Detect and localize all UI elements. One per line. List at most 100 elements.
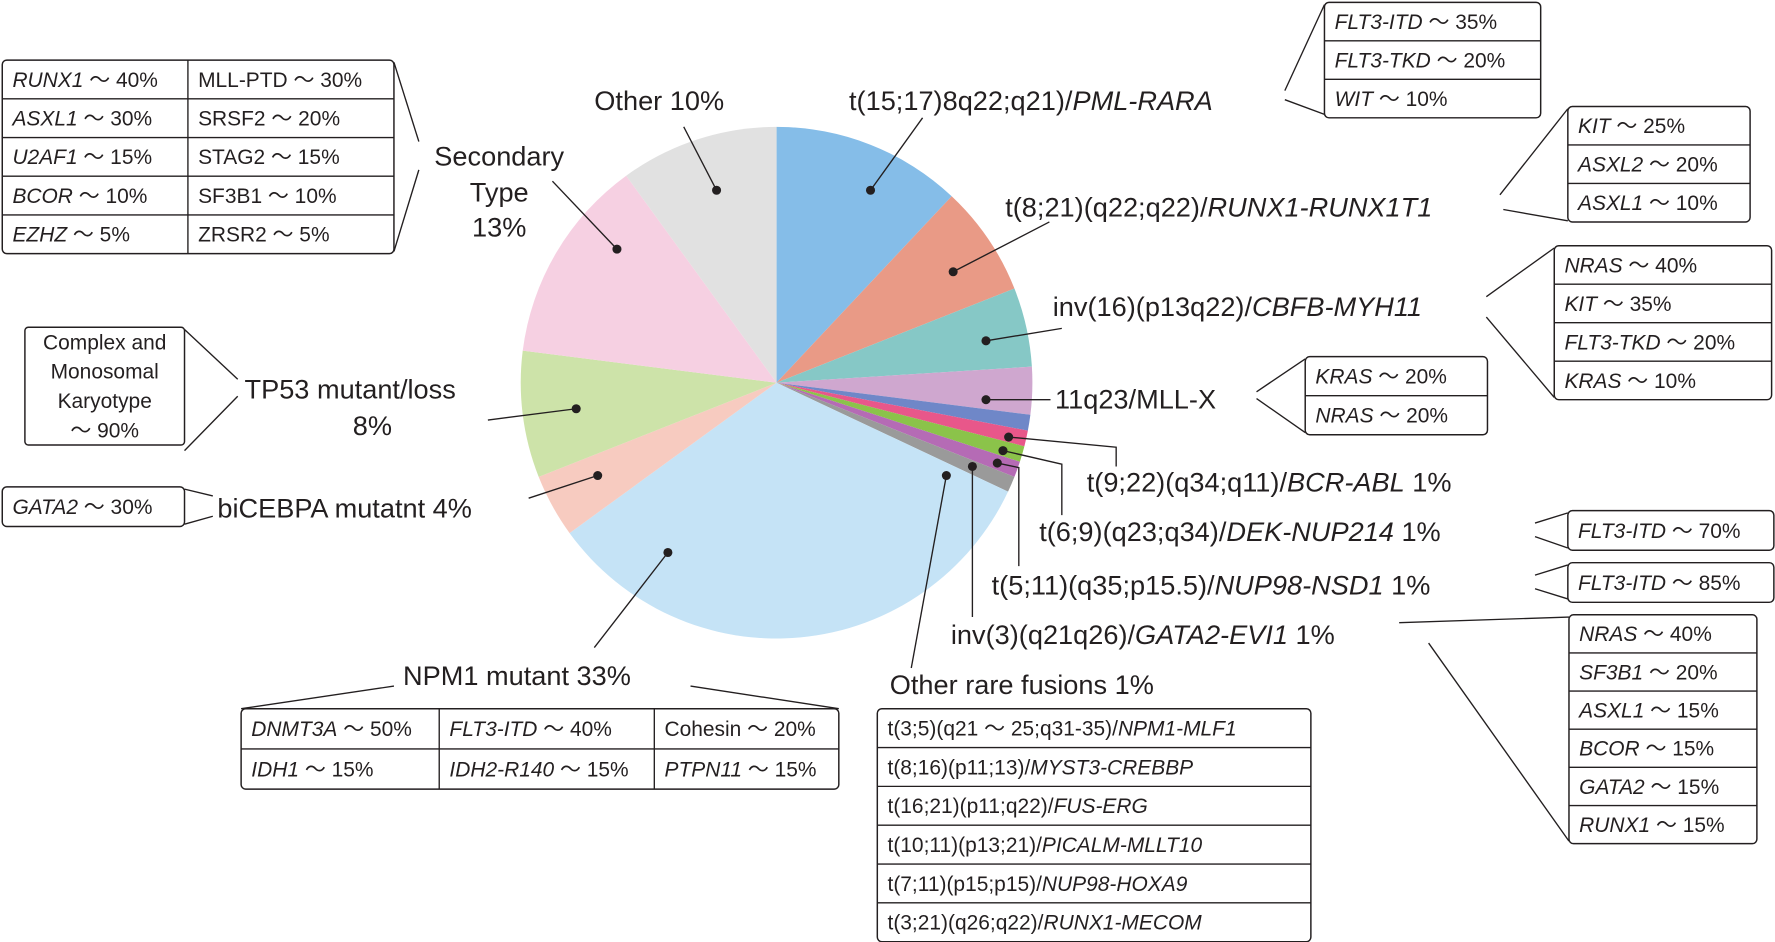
cell-gene: STAG2 <box>198 146 265 169</box>
cell-gene: Complex and <box>43 331 166 354</box>
table-cell: GATA2 〜 30% <box>12 496 152 519</box>
label-gene: GATA2-EVI1 <box>1135 619 1288 650</box>
bracket-line <box>1256 397 1306 434</box>
cell-gene: KRAS <box>1315 366 1372 389</box>
cell-gene: ASXL1 <box>1576 192 1643 215</box>
bracket-line <box>1284 4 1326 91</box>
cell-value: 〜 5% <box>267 224 330 247</box>
table-border <box>1 486 186 528</box>
pie-slice <box>776 382 1031 431</box>
table-cell: FLT3-ITD 〜 35% <box>1335 11 1497 34</box>
cell-value: 〜 50% <box>337 718 411 741</box>
table-cell: GATA2 〜 15% <box>1579 776 1719 799</box>
slice-label: t(15;17)8q22;q21)/PML-RARA <box>849 85 1213 116</box>
cell-gene: IDH1 <box>251 758 299 781</box>
cell-value: 〜 15% <box>1650 814 1724 837</box>
leader-dot <box>981 395 991 405</box>
table-cell: BCOR 〜 10% <box>12 185 147 208</box>
table-cell: Karyotype <box>58 390 152 413</box>
label-text: 8% <box>353 410 392 441</box>
leader-dot <box>992 458 1002 468</box>
cell-gene: WIT <box>1335 88 1376 111</box>
cell-value: 〜 15% <box>742 758 816 781</box>
cell-value: 〜 15% <box>1640 738 1714 761</box>
table-cell: ASXL2 〜 20% <box>1576 154 1718 177</box>
cell-gene: GATA2 <box>1579 776 1645 799</box>
cell-gene: U2AF1 <box>12 146 77 169</box>
table-cell: SRSF2 〜 20% <box>198 108 340 131</box>
bracket-line <box>241 685 395 710</box>
leader-dot <box>865 185 876 195</box>
table-border <box>1323 1 1542 119</box>
table-border <box>1567 509 1775 551</box>
label-gene: BCR-ABL <box>1287 466 1405 497</box>
table-cell: t(3;5)(q21 〜 25;q31-35)/NPM1-MLF1 <box>888 717 1237 740</box>
bracket-line <box>393 169 420 252</box>
table-rare: t(3;5)(q21 〜 25;q31-35)/NPM1-MLF1 t(8;16)… <box>876 707 1312 942</box>
cell-value: 〜 10% <box>262 185 336 208</box>
label-text: inv(3)(q21q26)/ <box>951 619 1136 650</box>
table-pml-rara: FLT3-ITD 〜 35% FLT3-TKD 〜 20% WIT 〜 10% <box>1323 1 1542 119</box>
cell-prefix: t(7;11)(p15;p15)/ <box>888 873 1043 896</box>
cell-gene: GATA2 <box>12 496 78 519</box>
table-cell: 〜 90% <box>70 420 139 443</box>
table-gata2-evi1: NRAS 〜 40%SF3B1 〜 20%ASXL1 〜 15%BCOR 〜 1… <box>1568 614 1758 845</box>
cell-value: 〜 15% <box>299 758 373 781</box>
label-text: 11q23/MLL-X <box>1055 384 1216 415</box>
cell-value: 〜 35% <box>1423 11 1497 34</box>
bracket-line <box>184 515 214 525</box>
cell-gene: FUS-ERG <box>1054 795 1148 818</box>
table-border <box>24 326 186 446</box>
cell-gene: FLT3-ITD <box>1335 11 1423 34</box>
cell-gene: BCOR <box>1579 738 1639 761</box>
pie-slice <box>776 126 952 383</box>
table-dek: FLT3-ITD 〜 70% <box>1567 509 1775 551</box>
bracket-line <box>1534 512 1569 524</box>
cell-value: 〜 20% <box>1431 49 1505 72</box>
label-gene: DEK-NUP214 <box>1226 516 1394 547</box>
pie-slice <box>776 382 1025 462</box>
cell-gene: NUP98-HOXA9 <box>1042 873 1188 896</box>
cell-value: 〜 70% <box>1666 520 1740 543</box>
cell-value: 〜 15% <box>78 146 152 169</box>
slice-label: t(6;9)(q23;q34)/DEK-NUP214 1% <box>1039 516 1441 547</box>
cell-value: 〜 10% <box>1373 88 1447 111</box>
table-cbfb: NRAS 〜 40% KIT 〜 35% FLT3-TKD 〜 20% KRAS 〜 … <box>1553 244 1773 401</box>
table-cell: STAG2 〜 15% <box>198 146 340 169</box>
label-text: 13% <box>472 212 526 243</box>
cell-gene: NRAS <box>1564 254 1622 277</box>
table-cell: RUNX1 〜 40% <box>12 69 157 92</box>
slice-label: Other rare fusions 1% <box>890 669 1154 700</box>
pie-slice <box>569 382 1009 639</box>
cell-gene: ZRSR2 <box>198 224 267 247</box>
leader-line <box>683 126 718 191</box>
cell-value: 〜 25% <box>1611 115 1685 138</box>
cell-gene: FLT3-ITD <box>1578 572 1666 595</box>
table-cell: FLT3-ITD 〜 85% <box>1578 572 1740 595</box>
table-cell: IDH2-R140 〜 15% <box>449 758 628 781</box>
table-cell: ZRSR2 〜 5% <box>198 224 329 247</box>
table-cell: KIT 〜 25% <box>1578 115 1685 138</box>
cell-gene: MYST3-CREBBP <box>1030 756 1193 779</box>
leader-dot <box>571 404 581 414</box>
cell-gene: FLT3-ITD <box>449 718 537 741</box>
table-cell: KIT 〜 35% <box>1564 293 1671 316</box>
slice-label: inv(3)(q21q26)/GATA2-EVI1 1% <box>951 619 1335 650</box>
label-gene: NUP98-NSD1 <box>1215 569 1384 600</box>
leader-lines <box>184 4 1570 842</box>
leader-line <box>487 408 577 421</box>
cell-value: 〜 20% <box>1643 154 1717 177</box>
table-cell: PTPN11 〜 15% <box>664 758 816 781</box>
cell-gene: RUNX1-MECOM <box>1043 912 1202 935</box>
cell-gene: Karyotype <box>58 390 152 413</box>
cell-value: 〜 40% <box>1637 623 1711 646</box>
cell-value: 〜 30% <box>288 69 362 92</box>
table-cell: RUNX1 〜 15% <box>1579 814 1724 837</box>
pie-slice <box>776 288 1032 383</box>
table-secondary: RUNX1 〜 40% MLL-PTD 〜 30%ASXL1 〜 30% SRSF2… <box>1 59 395 255</box>
label-text: Other rare fusions 1% <box>890 669 1154 700</box>
slice-label: Other 10% <box>594 85 724 116</box>
cell-gene: KRAS <box>1564 370 1621 393</box>
slice-label: Type <box>470 177 529 208</box>
label-text: t(15;17)8q22;q21)/ <box>849 85 1073 116</box>
